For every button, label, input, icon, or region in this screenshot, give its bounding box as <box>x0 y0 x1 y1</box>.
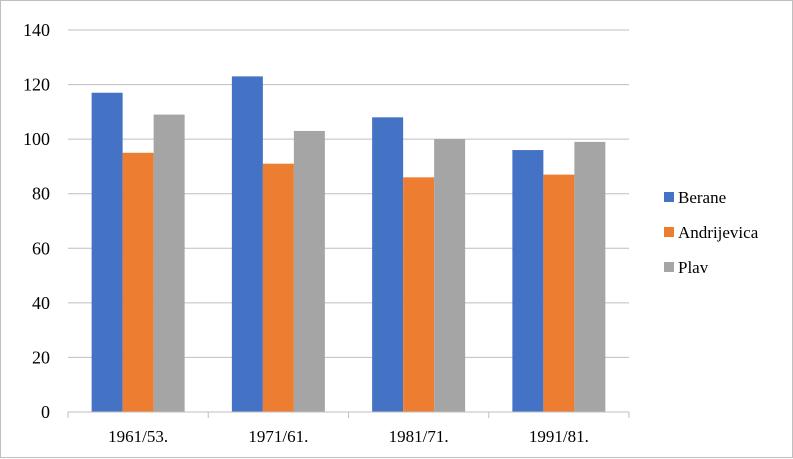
bar-plav-1 <box>293 130 325 412</box>
bar-andrijevica-3 <box>543 174 575 412</box>
bar-andrijevica-1 <box>262 163 294 412</box>
bar-berane-0 <box>91 92 123 412</box>
bar-andrijevica-2 <box>403 177 435 412</box>
legend-label-andrijevica: Andrijevica <box>678 223 759 242</box>
y-tick-label: 120 <box>23 75 50 95</box>
bar-plav-0 <box>153 114 185 412</box>
bar-berane-2 <box>372 117 404 413</box>
y-tick-label: 0 <box>41 402 50 422</box>
y-tick-label: 100 <box>23 129 50 149</box>
x-category-label: 1961/53. <box>108 427 168 446</box>
legend-swatch-andrijevica <box>664 227 674 237</box>
bar-berane-3 <box>512 150 544 413</box>
bar-berane-1 <box>231 76 263 412</box>
bar-andrijevica-0 <box>122 152 154 413</box>
legend-label-plav: Plav <box>678 258 709 277</box>
y-tick-label: 20 <box>32 347 50 367</box>
y-axis-ticks: 0 20 40 60 80 100 120 140 <box>23 20 50 422</box>
x-category-label: 1991/81. <box>529 427 589 446</box>
bars <box>91 76 606 413</box>
y-tick-label: 140 <box>23 20 50 40</box>
y-tick-label: 60 <box>32 238 50 258</box>
legend-swatch-berane <box>664 192 674 202</box>
x-category-label: 1971/61. <box>248 427 308 446</box>
legend: Berane Andrijevica Plav <box>664 188 759 277</box>
x-category-label: 1981/71. <box>389 427 449 446</box>
y-tick-label: 40 <box>32 293 50 313</box>
legend-label-berane: Berane <box>678 188 726 207</box>
bar-plav-2 <box>434 139 466 412</box>
x-axis <box>67 411 630 418</box>
y-tick-label: 80 <box>32 184 50 204</box>
legend-swatch-plav <box>664 262 674 272</box>
x-axis-labels: 1961/53. 1971/61. 1981/71. 1991/81. <box>108 427 589 446</box>
bar-plav-3 <box>574 141 606 412</box>
